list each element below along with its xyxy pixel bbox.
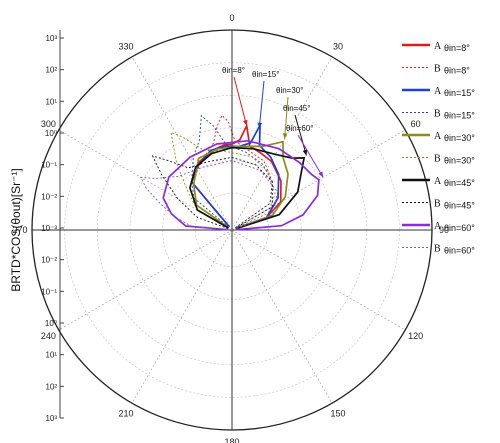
legend-label: θin=15° bbox=[444, 111, 475, 121]
legend-sample: B bbox=[434, 109, 441, 120]
legend-label: θin=30° bbox=[444, 133, 475, 143]
radial-tick-label: 10⁰ bbox=[45, 319, 57, 328]
radial-tick-label: 10⁻¹ bbox=[41, 161, 57, 170]
angle-label: 90 bbox=[439, 225, 449, 235]
radial-tick-label: 10⁻² bbox=[41, 256, 57, 265]
series-curve bbox=[151, 155, 273, 230]
radial-tick-label: 10³ bbox=[45, 414, 57, 423]
arrow-head bbox=[257, 122, 263, 129]
legend-sample: A bbox=[434, 41, 442, 52]
legend-label: θin=15° bbox=[444, 88, 475, 98]
data-series bbox=[140, 114, 320, 231]
legend-label: θin=60° bbox=[444, 246, 475, 256]
grid-spoke bbox=[131, 56, 233, 231]
y-axis-label: BRTD*COS(θout)[Sr⁻¹] bbox=[9, 168, 23, 291]
arrow-head bbox=[282, 133, 288, 139]
series-curve bbox=[162, 139, 320, 231]
angle-label: 180 bbox=[224, 437, 239, 443]
radial-tick-label: 10¹ bbox=[45, 351, 57, 360]
angle-label: 30 bbox=[333, 41, 343, 51]
annotation-arrow bbox=[294, 114, 307, 156]
radial-tick-labels: 10³ 10² 10¹ 10⁰ 10⁻¹ 10⁻² 10⁻³ 10⁻² 10⁻¹ 10⁰ 10¹ 10… bbox=[41, 34, 64, 423]
annotations: θin=8° θin=15° θin=30° θin=45° θin=60° bbox=[222, 66, 324, 178]
angle-label: 240 bbox=[41, 331, 56, 341]
legend-sample: B bbox=[434, 64, 441, 75]
angle-label: 120 bbox=[408, 331, 423, 341]
legend-sample: A bbox=[434, 221, 442, 232]
legend-sample: B bbox=[434, 154, 441, 165]
legend-sample: A bbox=[434, 86, 442, 97]
annotation-arrow bbox=[297, 134, 324, 178]
annotation-label: θin=8° bbox=[222, 66, 245, 75]
angle-label: 60 bbox=[411, 119, 421, 129]
radial-tick-label: 10³ bbox=[45, 34, 57, 43]
annotation-label: θin=45° bbox=[283, 104, 310, 113]
grid-spoke bbox=[231, 229, 333, 404]
angle-label: 150 bbox=[330, 409, 345, 419]
radial-tick-label: 10¹ bbox=[45, 97, 57, 106]
series-curve bbox=[170, 131, 276, 229]
legend-label: θin=30° bbox=[444, 156, 475, 166]
radial-tick-label: 10⁻¹ bbox=[41, 287, 57, 296]
legend-label: θin=8° bbox=[444, 43, 470, 53]
radial-tick-label: 10² bbox=[45, 382, 57, 391]
legend-sample: B bbox=[434, 244, 441, 255]
annotation-label: θin=60° bbox=[286, 124, 313, 133]
series-curve bbox=[193, 114, 273, 229]
arrow-head bbox=[243, 119, 248, 126]
radial-tick-label: 10² bbox=[45, 66, 57, 75]
radial-tick-label: 10⁻³ bbox=[41, 224, 57, 233]
annotation-label: θin=15° bbox=[252, 70, 279, 79]
annotation-arrow bbox=[233, 76, 248, 126]
angle-label: 300 bbox=[41, 119, 56, 129]
legend-sample: A bbox=[434, 176, 442, 187]
legend-sample: B bbox=[434, 199, 441, 210]
angle-label: 0 bbox=[229, 13, 234, 23]
angle-label: 330 bbox=[118, 41, 133, 51]
angle-labels: 0 30 60 90 120 150 180 210 240 270 300 330 bbox=[12, 13, 449, 443]
grid-spoke bbox=[231, 56, 333, 231]
legend-sample: A bbox=[434, 131, 442, 142]
grid-spoke bbox=[58, 229, 233, 331]
series-curve bbox=[189, 146, 306, 230]
annotation-label: θin=30° bbox=[276, 86, 303, 95]
series-curve bbox=[140, 160, 279, 231]
annotation-arrow bbox=[284, 96, 289, 139]
radial-tick-label: 10⁻² bbox=[41, 192, 57, 201]
grid-spoke bbox=[231, 229, 406, 331]
series-curve bbox=[192, 140, 289, 230]
legend-label: θin=8° bbox=[444, 66, 470, 76]
grid-spoke bbox=[131, 229, 233, 404]
annotation-arrow bbox=[258, 80, 265, 129]
legend-label: θin=45° bbox=[444, 178, 475, 188]
polar-grid bbox=[31, 29, 433, 431]
arrow-head bbox=[318, 171, 324, 178]
angle-label: 210 bbox=[118, 409, 133, 419]
radial-tick-label: 10⁰ bbox=[45, 129, 57, 138]
arrow-head bbox=[302, 149, 308, 156]
legend-label: θin=60° bbox=[444, 223, 475, 233]
angle-label: 270 bbox=[12, 225, 27, 235]
legend-label: θin=45° bbox=[444, 201, 475, 211]
